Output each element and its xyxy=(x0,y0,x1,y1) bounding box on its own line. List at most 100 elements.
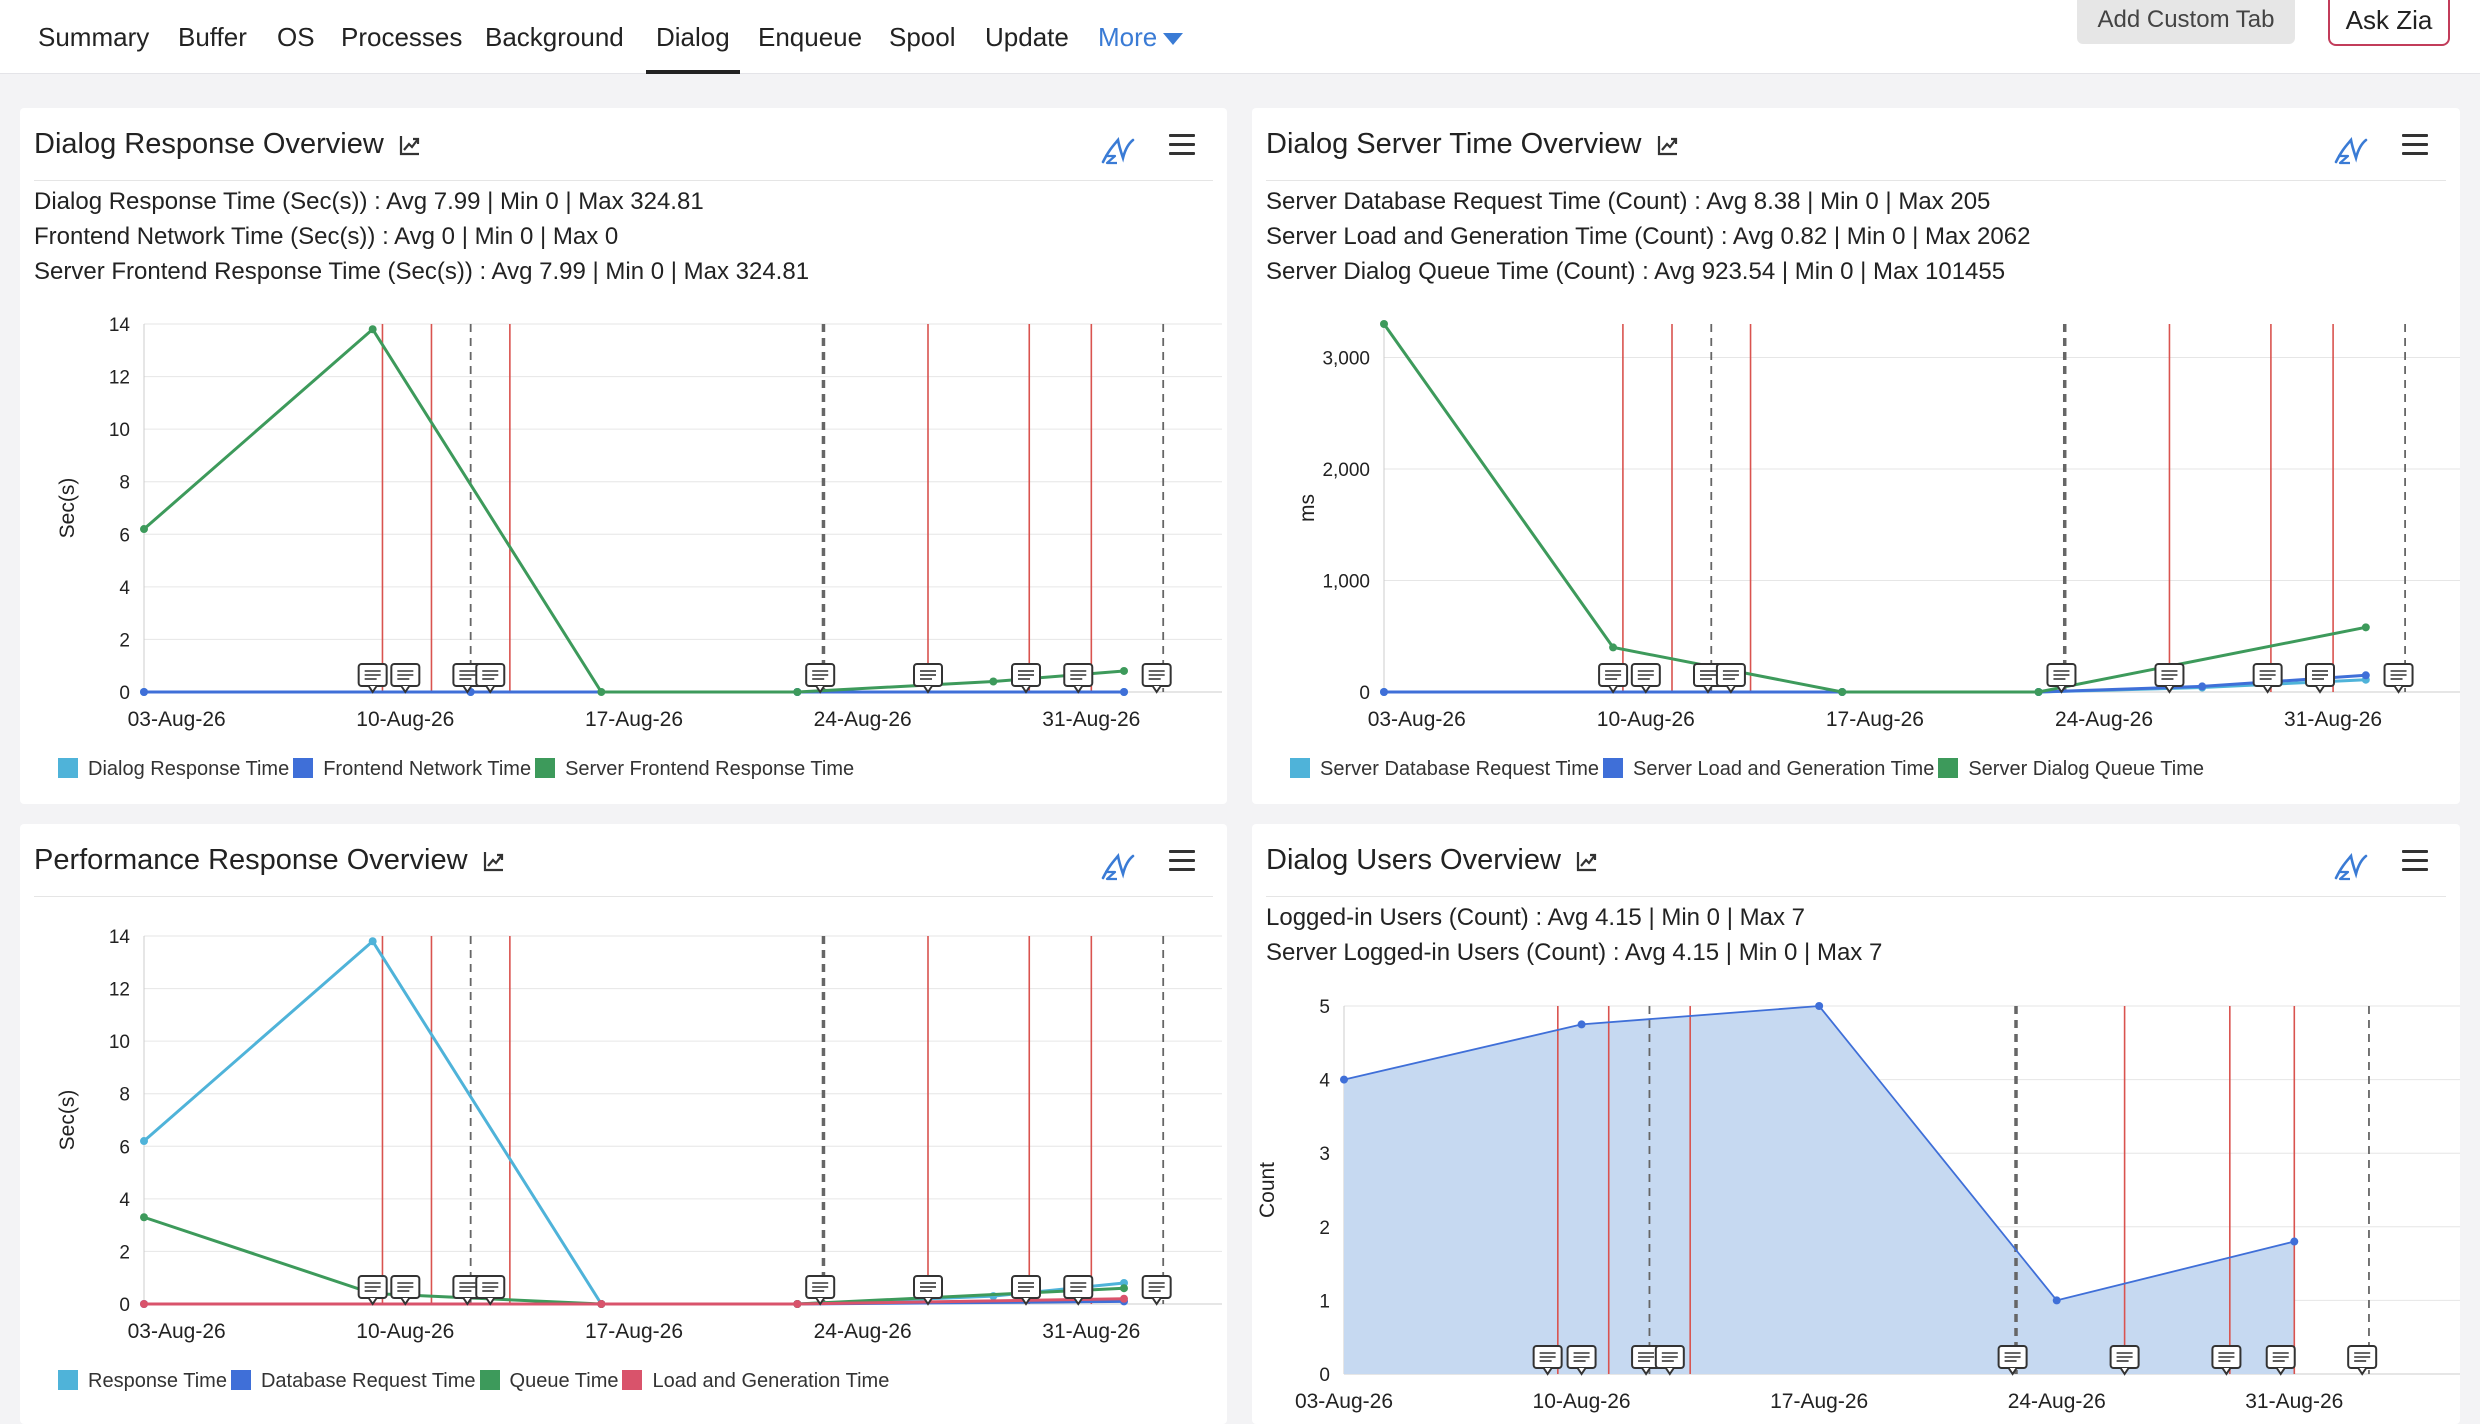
legend-item[interactable]: Database Request Time xyxy=(230,1370,476,1393)
annotation-comment-icon[interactable] xyxy=(452,1275,483,1306)
zia-insights-icon[interactable] xyxy=(1101,136,1135,166)
tab-os[interactable]: OS xyxy=(277,22,315,52)
data-point[interactable] xyxy=(2198,682,2207,691)
annotation-comment-icon[interactable] xyxy=(1141,1275,1172,1306)
data-point[interactable] xyxy=(1577,1020,1586,1029)
tab-summary[interactable]: Summary xyxy=(38,22,150,52)
annotation-comment-icon[interactable] xyxy=(2109,1345,2140,1376)
annotation-comment-icon[interactable] xyxy=(2347,1345,2378,1376)
annotation-comment-icon[interactable] xyxy=(805,663,836,694)
annotation-comment-icon[interactable] xyxy=(1532,1345,1563,1376)
data-point[interactable] xyxy=(140,688,148,696)
annotation-comment-icon[interactable] xyxy=(2252,663,2283,694)
trend-chart-icon[interactable] xyxy=(482,849,506,873)
annotation-comment-icon[interactable] xyxy=(1011,663,1041,694)
hamburger-menu-icon[interactable] xyxy=(1169,134,1195,158)
zia-insights-icon[interactable] xyxy=(1101,852,1135,882)
tab-processes[interactable]: Processes xyxy=(341,22,463,52)
legend-item[interactable]: Server Load and Generation Time xyxy=(1603,758,1934,781)
data-point[interactable] xyxy=(1838,688,1847,696)
annotation-comment-icon[interactable] xyxy=(1654,1345,1685,1376)
data-point[interactable] xyxy=(140,525,148,534)
annotation-comment-icon[interactable] xyxy=(452,663,483,694)
annotation-comment-icon[interactable] xyxy=(475,663,506,694)
annotation-comment-icon[interactable] xyxy=(357,1275,388,1306)
data-point[interactable] xyxy=(2361,671,2370,680)
annotation-comment-icon[interactable] xyxy=(1598,663,1629,694)
annotation-comment-icon[interactable] xyxy=(1011,1275,1041,1306)
legend-label: Server Dialog Queue Time xyxy=(1968,758,2204,780)
data-point[interactable] xyxy=(2034,688,2043,696)
tab-more[interactable]: More xyxy=(1098,22,1184,74)
tab-update[interactable]: Update xyxy=(985,22,1069,52)
data-point[interactable] xyxy=(1609,643,1618,652)
annotation-comment-icon[interactable] xyxy=(2265,1345,2296,1376)
data-point[interactable] xyxy=(140,1300,148,1308)
tab-buffer[interactable]: Buffer xyxy=(178,22,247,52)
data-point[interactable] xyxy=(140,1137,148,1146)
legend-item[interactable]: Frontend Network Time xyxy=(293,758,531,781)
trend-chart-icon[interactable] xyxy=(1575,849,1599,873)
annotation-comment-icon[interactable] xyxy=(913,1275,943,1306)
data-point[interactable] xyxy=(1815,1002,1824,1010)
annotation-comment-icon[interactable] xyxy=(805,1275,836,1306)
data-point[interactable] xyxy=(597,1300,606,1308)
annotation-comment-icon[interactable] xyxy=(2046,663,2077,694)
data-point[interactable] xyxy=(1120,688,1128,696)
data-point[interactable] xyxy=(368,325,377,334)
annotation-comment-icon[interactable] xyxy=(2154,663,2185,694)
annotation-comment-icon[interactable] xyxy=(475,1275,506,1306)
data-point[interactable] xyxy=(1120,1294,1128,1303)
data-point[interactable] xyxy=(1380,320,1388,328)
data-point[interactable] xyxy=(140,1213,148,1222)
data-point[interactable] xyxy=(793,688,802,696)
legend-item[interactable]: Server Database Request Time xyxy=(1290,758,1599,781)
zia-insights-icon[interactable] xyxy=(2334,852,2368,882)
data-point[interactable] xyxy=(368,937,377,946)
annotation-comment-icon[interactable] xyxy=(1693,663,1723,694)
data-point[interactable] xyxy=(1380,688,1388,696)
hamburger-menu-icon[interactable] xyxy=(2402,850,2428,874)
annotation-comment-icon[interactable] xyxy=(390,1275,421,1306)
ask-zia-button[interactable]: Ask Zia xyxy=(2328,0,2450,46)
tab-background[interactable]: Background xyxy=(485,22,624,52)
trend-chart-icon[interactable] xyxy=(1656,133,1680,157)
hamburger-menu-icon[interactable] xyxy=(2402,134,2428,158)
data-point[interactable] xyxy=(989,677,998,686)
annotation-comment-icon[interactable] xyxy=(2305,663,2335,694)
tab-dialog[interactable]: Dialog xyxy=(646,22,740,74)
annotation-comment-icon[interactable] xyxy=(1063,1275,1094,1306)
legend-item[interactable]: Queue Time xyxy=(479,1370,618,1393)
tab-spool[interactable]: Spool xyxy=(889,22,956,52)
zia-insights-icon[interactable] xyxy=(2334,136,2368,166)
annotation-comment-icon[interactable] xyxy=(1063,663,1094,694)
hamburger-menu-icon[interactable] xyxy=(1169,850,1195,874)
tab-enqueue[interactable]: Enqueue xyxy=(758,22,863,52)
annotation-comment-icon[interactable] xyxy=(1630,663,1661,694)
annotation-comment-icon[interactable] xyxy=(390,663,421,694)
annotation-comment-icon[interactable] xyxy=(1141,663,1172,694)
annotation-comment-icon[interactable] xyxy=(1566,1345,1597,1376)
annotation-comment-icon[interactable] xyxy=(1997,1345,2028,1376)
data-point[interactable] xyxy=(793,1300,802,1308)
trend-chart-icon[interactable] xyxy=(398,133,422,157)
data-point[interactable] xyxy=(1340,1075,1348,1084)
annotation-comment-icon[interactable] xyxy=(1715,663,1746,694)
legend-item[interactable]: Server Frontend Response Time xyxy=(535,758,854,781)
annotation-comment-icon[interactable] xyxy=(913,663,943,694)
data-point[interactable] xyxy=(2361,623,2370,632)
annotation-comment-icon[interactable] xyxy=(2383,663,2414,694)
legend-item[interactable]: Server Dialog Queue Time xyxy=(1938,758,2204,781)
data-point[interactable] xyxy=(1120,666,1128,675)
legend-item[interactable]: Response Time xyxy=(58,1370,227,1393)
data-point[interactable] xyxy=(597,688,606,696)
add-custom-tab-button[interactable]: Add Custom Tab xyxy=(2077,0,2295,44)
data-point[interactable] xyxy=(2290,1237,2299,1246)
annotation-comment-icon[interactable] xyxy=(1631,1345,1662,1376)
legend-item[interactable]: Dialog Response Time xyxy=(58,758,289,781)
data-point[interactable] xyxy=(1120,1284,1128,1293)
data-point[interactable] xyxy=(2052,1296,2061,1305)
annotation-comment-icon[interactable] xyxy=(2211,1345,2242,1376)
legend-item[interactable]: Load and Generation Time xyxy=(622,1370,889,1393)
annotation-comment-icon[interactable] xyxy=(357,663,388,694)
